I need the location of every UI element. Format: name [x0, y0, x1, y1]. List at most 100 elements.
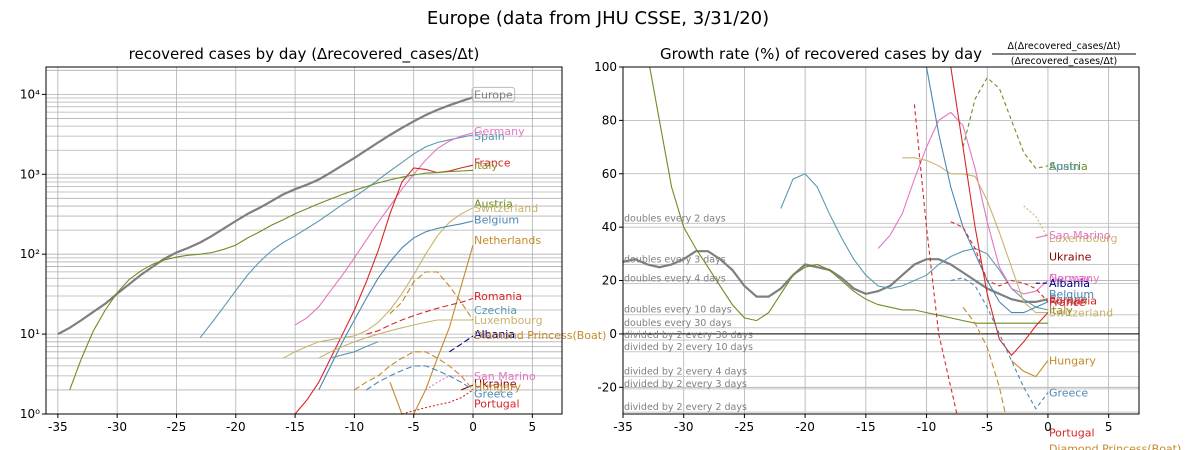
- series-label-europe: Europe: [1049, 293, 1088, 306]
- reference-line-label: doubles every 10 days: [624, 305, 732, 316]
- series-line-belgium: [318, 220, 474, 391]
- series-label-netherlands: Netherlands: [474, 234, 541, 247]
- x-tick-label: -10: [917, 420, 937, 434]
- series-line-czechia: [330, 341, 379, 359]
- series-label-czechia: Czechia: [474, 304, 517, 317]
- series-line-hungary: [1011, 360, 1049, 378]
- x-tick-label: 0: [1044, 420, 1052, 434]
- series-label-romania: Romania: [1049, 295, 1097, 308]
- series-label-spain: Spain: [1049, 160, 1080, 173]
- series-line-france: [950, 67, 1049, 357]
- series-label-diamond-princess-boat: Diamond Princess(Boat): [1049, 443, 1181, 450]
- x-tick-label: -35: [48, 420, 68, 434]
- x-tick-label: -20: [226, 420, 246, 434]
- y-tick-label: 10⁰: [20, 407, 40, 421]
- series-label-germany: Germany: [1049, 272, 1100, 285]
- x-tick-label: -15: [856, 420, 876, 434]
- y-tick-label: 0: [609, 327, 617, 341]
- reference-line-label: divided by 2 every 2 days: [624, 402, 747, 413]
- series-line-europe: [623, 250, 1049, 303]
- y-tick-label: -20: [597, 380, 617, 394]
- series-label-europe: Europe: [474, 88, 513, 101]
- series-label-austria: Austria: [474, 198, 513, 211]
- series-label-switzerland: Switzerland: [474, 202, 538, 215]
- series-label-hungary: Hungary: [1049, 355, 1096, 368]
- chart-title: recovered cases by day (Δrecovered_cases…: [129, 45, 480, 64]
- series-label-germany: Germany: [474, 125, 525, 138]
- y-tick-label: 100: [594, 60, 617, 74]
- series-line-luxembourg: [1023, 205, 1049, 239]
- y-tick-label: 60: [602, 167, 617, 181]
- plot-area: [623, 67, 1139, 414]
- x-tick-label: -5: [408, 420, 420, 434]
- series-line-romania: [366, 297, 474, 335]
- series-label-norway: Norway: [1049, 272, 1091, 285]
- y-tick-label: 20: [602, 274, 617, 288]
- reference-line-label: divided by 2 every 3 days: [624, 379, 747, 390]
- reference-line-label: doubles every 3 days: [624, 255, 726, 266]
- x-tick-label: -30: [674, 420, 694, 434]
- y-tick-label: 10²: [20, 247, 40, 261]
- reference-line-label: doubles every 30 days: [624, 318, 732, 329]
- series-label-greece: Greece: [1049, 387, 1088, 400]
- x-tick-label: -25: [167, 420, 187, 434]
- axes-frame: [45, 66, 563, 415]
- series-line-san-marino: [1035, 234, 1049, 239]
- y-tick-label: 40: [602, 220, 617, 234]
- series-label-portugal: Portugal: [1049, 427, 1095, 440]
- plot-area: [57, 96, 474, 414]
- series-line-diamond-princess-boat: [962, 306, 1007, 414]
- series-label-france: France: [1049, 296, 1086, 309]
- series-label-portugal: Portugal: [474, 398, 520, 411]
- series-label-ukraine: Ukraine: [1049, 251, 1092, 264]
- series-line-greece: [950, 277, 1049, 410]
- series-line-hungary: [354, 351, 474, 391]
- series-label-switzerland: Switzerland: [1049, 307, 1113, 320]
- reference-line-label: divided by 2 every 30 days: [624, 330, 753, 341]
- series-label-san-marino: San Marino: [1049, 229, 1111, 242]
- series-line-romania: [950, 221, 1049, 303]
- x-tick-label: 0: [469, 420, 477, 434]
- reference-line-label: doubles every 2 days: [624, 213, 726, 224]
- series-line-spain: [780, 173, 1049, 311]
- x-tick-label: 5: [1105, 420, 1113, 434]
- y-tick-label: 10⁴: [20, 87, 40, 101]
- axes-frame: [622, 66, 1140, 415]
- series-label-luxembourg: Luxembourg: [1049, 232, 1118, 245]
- y-tick-label: 10¹: [20, 327, 40, 341]
- series-line-san-marino: [425, 375, 473, 391]
- series-label-france: France: [474, 157, 511, 170]
- title-fraction-numerator: Δ(Δrecovered_cases/Δt): [1008, 41, 1121, 52]
- series-label-belgium: Belgium: [1049, 288, 1094, 301]
- chart-title: Growth rate (%) of recovered cases by da…: [660, 45, 982, 63]
- series-label-albania: Albania: [474, 328, 515, 341]
- series-label-diamond-princess-boat: Diamond Princess(Boat): [474, 329, 606, 342]
- series-line-ukraine: [460, 384, 474, 391]
- series-label-hungary: Hungary: [474, 381, 521, 394]
- series-line-albania: [449, 335, 474, 353]
- series-line-luxembourg: [318, 319, 473, 359]
- series-line-austria-dashed: [962, 76, 1049, 170]
- x-tick-label: -35: [613, 420, 633, 434]
- series-label-romania: Romania: [474, 290, 522, 303]
- y-tick-label: 10³: [20, 167, 40, 181]
- y-tick-label: 80: [602, 113, 617, 127]
- series-line-diamond-princess-boat: [389, 271, 474, 321]
- series-label-ukraine: Ukraine: [474, 378, 517, 391]
- chart-growth-rate: doubles every 2 days doubles every 3 days…: [594, 41, 1181, 450]
- series-line-portugal: [913, 104, 958, 414]
- series-line-germany: [294, 132, 474, 326]
- x-tick-label: -10: [345, 420, 365, 434]
- series-line-greece: [365, 365, 474, 391]
- series-label-albania: Albania: [1049, 277, 1090, 290]
- series-line-portugal: [401, 389, 474, 414]
- series-line-europe: [57, 96, 474, 336]
- grid: [46, 67, 562, 415]
- x-tick-label: -5: [981, 420, 993, 434]
- series-line-switzerland: [282, 207, 474, 359]
- x-tick-label: -20: [795, 420, 815, 434]
- series-line-netherlands: [389, 244, 474, 414]
- reference-line-label: doubles every 4 days: [624, 273, 726, 284]
